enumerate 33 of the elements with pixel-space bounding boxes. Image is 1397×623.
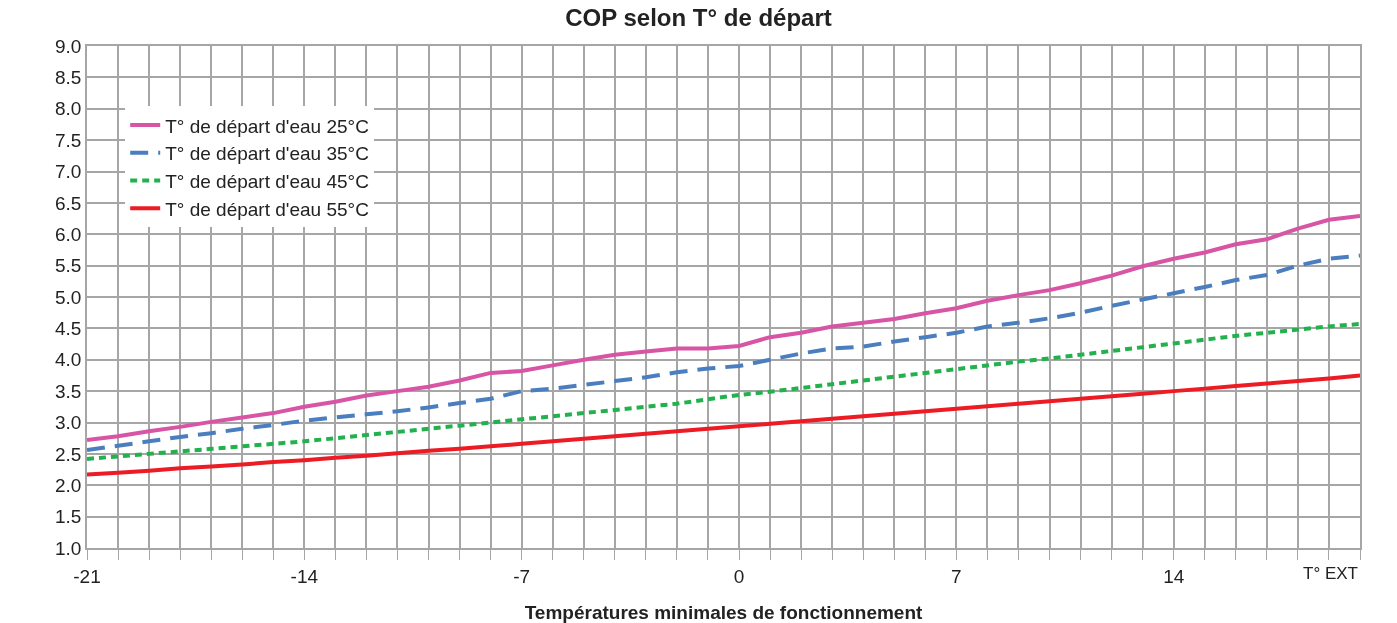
x-tick-label: 14 [1163,565,1185,587]
y-tick-label: 7.5 [55,129,82,151]
legend-label: T° de départ d'eau 45°C [165,170,369,192]
legend-label: T° de départ d'eau 55°C [165,198,369,220]
line-series [87,253,1360,453]
legend-label: T° de départ d'eau 25°C [165,115,369,137]
x-tick-label: 0 [733,565,745,587]
chart-title: COP selon T° de départ [565,4,832,32]
y-tick-label: 2.5 [55,443,82,465]
x-tick-label: 7 [951,565,962,587]
y-tick-label: 8.5 [55,67,82,89]
y-tick-label: 6.5 [55,192,82,214]
line-series [87,373,1360,477]
x-tick-label: -14 [290,565,319,587]
legend-label: T° de départ d'eau 35°C [165,143,369,165]
y-tick-label: 1.0 [55,537,82,559]
x-tick-label: -7 [513,565,531,587]
y-tick-label: 1.5 [55,506,82,528]
y-tick-label: 3.5 [55,380,82,402]
y-tick-label: 7.0 [55,161,82,183]
line-series [87,321,1360,461]
y-tick-label: 8.0 [55,98,82,120]
text: T° EXT [1303,564,1358,583]
y-tick-label: 4.5 [55,318,82,340]
y-tick-label: 3.0 [55,412,82,434]
y-tick-label: 4.0 [55,349,82,371]
x-axis-title: Températures minimales de fonctionnement [524,602,924,623]
y-tick-label: 5.5 [55,255,82,277]
y-tick-label: 5.0 [55,286,82,308]
y-tick-label: 6.0 [55,223,82,245]
y-tick-label: 2.0 [55,474,82,496]
y-tick-label: 9.0 [55,35,82,57]
x-tick-label: -21 [73,565,101,587]
